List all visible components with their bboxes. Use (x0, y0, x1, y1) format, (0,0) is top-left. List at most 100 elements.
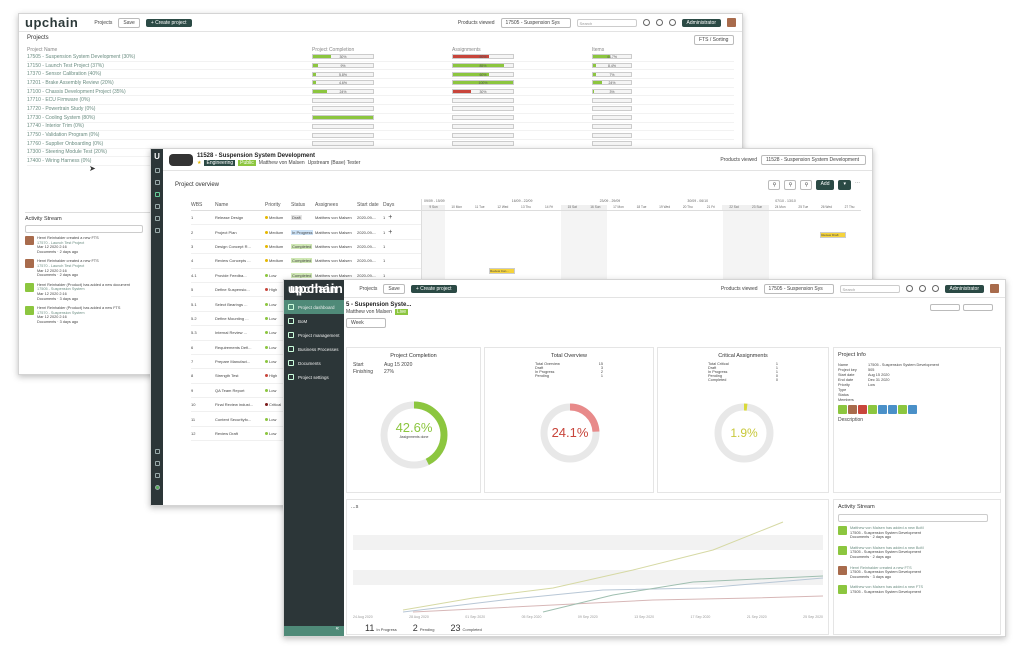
bom-icon[interactable] (154, 180, 160, 185)
user-status-icon[interactable] (154, 485, 160, 490)
save-button[interactable]: Save (118, 17, 140, 28)
status-badge[interactable]: Completed (291, 258, 313, 264)
search-input[interactable]: Search (576, 18, 637, 27)
activity-project-link[interactable]: 17570 - Suspension System (37, 310, 85, 315)
info-icon[interactable] (154, 473, 160, 478)
column-header[interactable]: Assignees (315, 201, 339, 208)
list-item[interactable]: Matthew von Malsen has added a new BoM 17… (838, 526, 996, 540)
activity-line[interactable]: Henri Reinhalder created a new FTS (850, 565, 912, 570)
task-name[interactable]: Select Bearings ... (215, 301, 248, 307)
task-name[interactable]: Content Securityfo... (215, 416, 252, 422)
more-icon[interactable]: ⋯ (855, 180, 860, 186)
table-row[interactable]: 4 Review Concepts ... Medium Completed Matth… (191, 254, 421, 269)
product-select[interactable]: 11528 - Suspension System Development (761, 154, 866, 165)
gantt-bar[interactable]: Review Draft (820, 232, 846, 239)
task-name[interactable]: Requirements Defi... (215, 344, 252, 350)
zoom-out-button[interactable]: ⚲ (783, 180, 796, 190)
column-header[interactable]: Status (291, 201, 306, 208)
project-name-link[interactable]: 17370 - Sensor Calibration (40%) (27, 71, 102, 78)
table-row[interactable]: 17505 - Suspension System Development (3… (27, 53, 734, 62)
stack-icon[interactable] (154, 461, 160, 466)
table-row[interactable]: 17370 - Sensor Calibration (40%) 5.8% 60% 7… (27, 70, 734, 80)
table-row[interactable]: 17100 - Chassis Development Project (35%… (27, 88, 734, 97)
task-name[interactable]: Final Review indust... (215, 402, 254, 408)
list-item[interactable]: Henri Reinhalder created a new FTS 17570 … (25, 259, 150, 277)
project-name-link[interactable]: 17201 - Brake Assembly Review (20%) (27, 79, 114, 86)
activity-project-link[interactable]: 17505 - Suspension System (37, 287, 85, 292)
table-row[interactable]: 17750 - Validation Program (0%) (27, 131, 734, 140)
activity-search[interactable] (25, 225, 143, 233)
project-name-link[interactable]: 17100 - Chassis Development Project (35%… (27, 88, 126, 95)
status-badge[interactable]: Completed (291, 243, 313, 249)
task-name[interactable]: Provide Feedba... (215, 272, 247, 278)
list-item[interactable]: Matthew von Malsen has added a new FTS 17… (838, 585, 996, 595)
list-item[interactable]: Henri Reinhalder created a new FTS 17570 … (25, 236, 150, 254)
task-name[interactable]: Strength Test (215, 373, 239, 379)
filter-select[interactable]: FTS / Sorting (694, 35, 734, 45)
activity-project-link[interactable]: 17570 - Launch Test Project (37, 263, 85, 268)
task-name[interactable]: Review Concepts ... (215, 258, 251, 264)
create-project-button[interactable]: + Create project (410, 284, 457, 293)
project-name-link[interactable]: 17400 - Wiring Harness (0%) (27, 158, 92, 165)
list-item[interactable]: Matthew von Malsen has added a new BoM 17… (838, 545, 996, 560)
menu-item[interactable]: Project management (284, 328, 344, 342)
task-name[interactable]: Project Plan (215, 229, 237, 235)
project-icon[interactable] (154, 192, 160, 197)
star-icon[interactable]: ★ (197, 160, 202, 166)
create-project-button[interactable]: + Create project (145, 18, 192, 27)
action-button-2[interactable] (963, 304, 993, 311)
project-name-link[interactable]: 17720 - Powertrain Study (0%) (27, 105, 96, 112)
save-button[interactable]: Save (383, 283, 405, 294)
activity-line[interactable]: Matthew von Malsen has added a new BoM (850, 526, 924, 530)
avatar[interactable] (888, 405, 897, 414)
column-header[interactable]: WBS (191, 201, 203, 208)
task-name[interactable]: Prepare Manufact... (215, 359, 251, 365)
status-badge[interactable]: Draft (291, 215, 302, 221)
table-row[interactable]: 17710 - ECU Firmware (0%) (27, 96, 734, 106)
status-badge[interactable]: In Progress (291, 229, 314, 235)
context-select[interactable]: 17505 - Suspension Sys (500, 17, 571, 28)
table-row[interactable]: 17720 - Powertrain Study (0%) (27, 105, 734, 114)
add-button[interactable]: Add (815, 180, 835, 190)
zoom-in-button[interactable]: ⚲ (767, 180, 780, 190)
avatar[interactable] (858, 405, 867, 414)
collapse-menu-icon[interactable]: « (284, 626, 344, 636)
gear-icon[interactable] (154, 228, 160, 233)
project-name-link[interactable]: 17710 - ECU Firmware (0%) (27, 97, 91, 104)
menu-item[interactable]: Project dashboard (284, 300, 344, 314)
people-icon[interactable] (154, 449, 160, 454)
table-row[interactable]: 3 Design Concept R... Medium Completed Matth… (191, 240, 421, 255)
task-name[interactable]: Review Draft (215, 431, 238, 437)
dashboard-icon[interactable] (154, 168, 160, 173)
notification-icon[interactable] (668, 19, 676, 26)
document-icon[interactable] (154, 216, 160, 221)
project-name-link[interactable]: 17740 - Interior Trim (0%) (27, 123, 84, 130)
menu-item[interactable]: Project settings (284, 370, 344, 384)
table-row[interactable]: 17740 - Interior Trim (0%) (27, 123, 734, 132)
user-button[interactable]: Administrator (944, 284, 984, 293)
project-name-link[interactable]: 17760 - Supplier Onboarding (0%) (27, 140, 104, 147)
gantt-bar[interactable]: Review Con... (489, 268, 515, 275)
task-name[interactable]: Internal Review ... (215, 330, 248, 336)
context-select[interactable]: 17505 - Suspension Sys (763, 283, 834, 294)
avatar[interactable] (868, 405, 877, 414)
column-header[interactable]: Name (215, 201, 229, 208)
notification-icon[interactable] (931, 285, 939, 292)
table-row[interactable]: 17150 - Launch Test Project (37%) 9% 85% 8.… (27, 62, 734, 71)
projects-nav[interactable]: Projects (359, 285, 378, 292)
activity-line[interactable]: Matthew von Malsen has added a new BoM (850, 545, 924, 550)
add-icon[interactable]: + (388, 214, 393, 222)
activity-project-link[interactable]: 17570 - Launch Test Project (37, 240, 85, 245)
projects-nav[interactable]: Projects (94, 19, 113, 26)
search-button[interactable]: ⚲ (799, 180, 812, 190)
avatar[interactable] (898, 405, 907, 414)
stream-search[interactable] (838, 514, 988, 522)
table-row[interactable]: 17730 - Cooling System (80%) (27, 114, 734, 123)
activity-line[interactable]: Matthew von Malsen has added a new FTS (850, 585, 924, 590)
table-row[interactable]: 1 Release Design Medium Draft Matthew von Ma… (191, 211, 421, 226)
project-name-link[interactable]: 17505 - Suspension System Development (3… (27, 53, 136, 60)
menu-item[interactable]: Business Processes (284, 342, 344, 356)
list-item[interactable]: Henri Reinhalder (Product) has added a n… (25, 282, 150, 301)
user-button[interactable]: Administrator (681, 18, 721, 27)
avatar[interactable] (848, 405, 857, 414)
